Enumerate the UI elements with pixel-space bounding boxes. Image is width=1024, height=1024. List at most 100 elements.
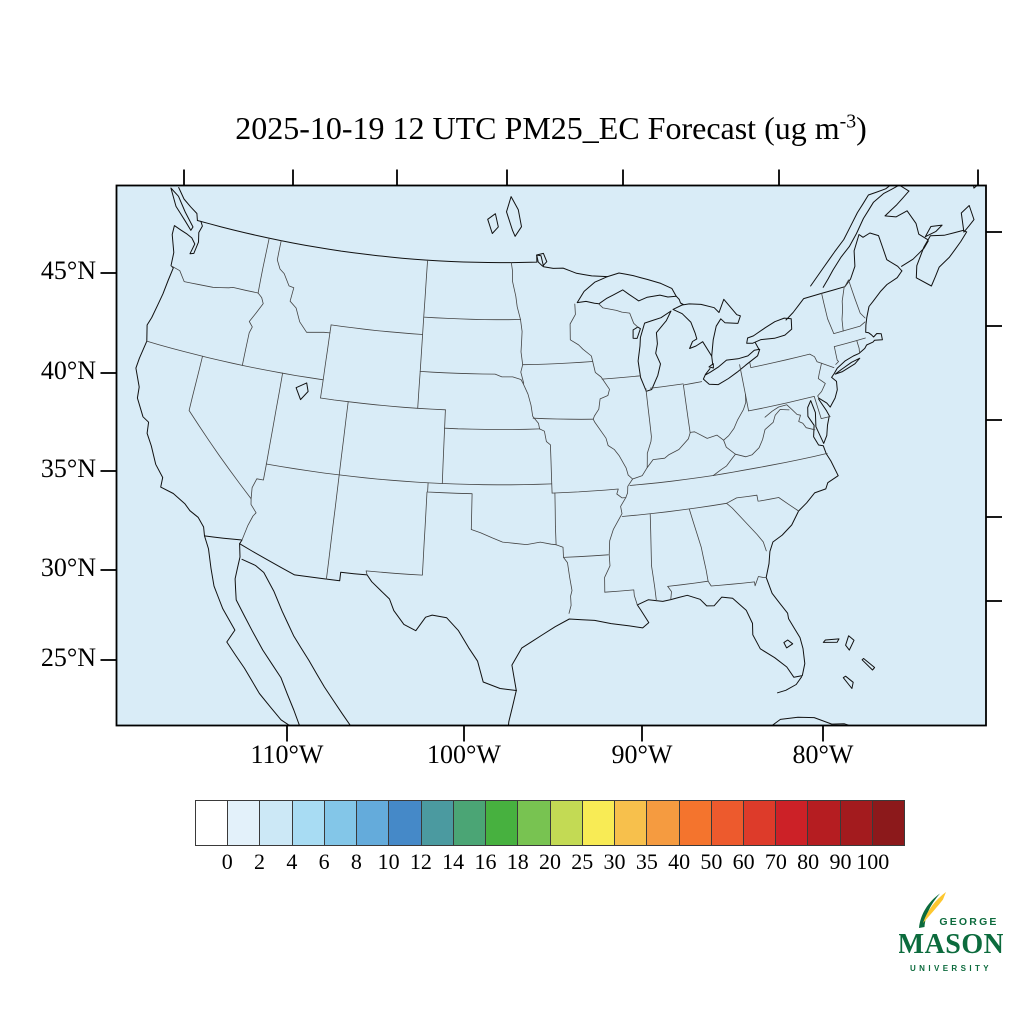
coastline-path: [822, 638, 840, 643]
colorbar-tick-label: 16: [474, 849, 497, 874]
plot-title-text: 2025-10-19 12 UTC PM25_EC Forecast (ug m: [235, 110, 840, 146]
state-border-path: [833, 321, 866, 334]
coastline-path: [506, 196, 522, 237]
colorbar-tick-label: 8: [350, 849, 362, 874]
state-border-path: [326, 474, 340, 580]
state-border-path: [683, 381, 703, 386]
colorbar-cell: [871, 800, 906, 846]
state-border-path: [338, 401, 349, 476]
coastline-path: [702, 348, 761, 386]
coastline-path: [711, 355, 714, 364]
state-border-path: [739, 364, 749, 412]
axis-tick-marks: [100, 169, 1002, 742]
state-border-path: [470, 529, 557, 546]
state-border-path: [764, 404, 816, 431]
colorbar-tick-label: 4: [286, 849, 298, 874]
colorbar-tick-label: 30: [603, 849, 626, 874]
coastline-path: [915, 229, 968, 287]
lat-axis-label: 30°N: [40, 553, 96, 582]
state-border-path: [266, 372, 283, 465]
coastline-path: [637, 310, 672, 392]
state-border-path: [329, 324, 332, 334]
colorbar-cell: [323, 800, 358, 846]
colorbar-tick-label: 2: [254, 849, 266, 874]
state-border-path: [601, 375, 642, 380]
coastline-path: [834, 357, 861, 375]
state-border-path: [510, 262, 521, 320]
state-border-path: [841, 286, 845, 332]
state-border-path: [713, 439, 736, 476]
coastline-path: [861, 658, 876, 671]
state-border-path: [520, 364, 525, 384]
coastline-path: [845, 635, 855, 651]
state-border-path: [667, 580, 709, 587]
state-border-path: [444, 409, 446, 429]
state-border-path: [569, 303, 594, 362]
state-border-path: [821, 293, 835, 334]
coastline-path: [487, 213, 499, 234]
colorbar-cell: [807, 800, 841, 846]
coastline-path: [632, 326, 641, 339]
state-border-path: [667, 586, 672, 600]
state-border-path: [250, 463, 267, 500]
coastline-path: [204, 535, 517, 691]
colorbar-cell: [227, 800, 261, 846]
colorbar-tick-label: 60: [732, 849, 755, 874]
state-border-path: [563, 554, 609, 558]
colorbar-tick-label: 0: [221, 849, 233, 874]
logo-flame-icon: [923, 892, 946, 923]
lat-axis-label: 40°N: [40, 356, 96, 385]
lat-axis-label: 25°N: [40, 643, 96, 672]
state-border-path: [821, 362, 835, 368]
coastline-path: [241, 558, 352, 726]
map-frame: [115, 184, 987, 727]
plot-title-exponent: -3: [839, 110, 857, 133]
coastline-path: [746, 317, 793, 344]
colorbar-tick-label: 50: [700, 849, 723, 874]
state-border-path: [632, 393, 747, 480]
colorbar-cell: [517, 800, 551, 846]
state-border-path: [427, 482, 473, 530]
george-mason-university-logo: GEORGE MASON UNIVERSITY: [899, 892, 1003, 973]
state-border-path: [520, 319, 524, 366]
colorbar-cell: [259, 800, 293, 846]
state-border-path: [320, 397, 446, 411]
state-border-path: [532, 417, 594, 420]
state-border-path: [539, 428, 553, 494]
state-border-path: [713, 453, 828, 476]
state-borders-layer: [146, 237, 866, 614]
colorbar-cell: [742, 800, 777, 846]
colorbar-cell: [549, 800, 583, 846]
coastline-path: [924, 224, 943, 238]
plot-title-close: ): [856, 110, 867, 146]
colorbar-tick-label: 20: [539, 849, 561, 874]
state-border-path: [856, 340, 860, 354]
logo-george-text: GEORGE: [939, 916, 998, 928]
state-border-path: [645, 388, 652, 468]
state-border-path: [365, 491, 428, 576]
coastline-path: [777, 676, 803, 694]
colorbar-cell: [839, 800, 873, 846]
lat-axis-label: 35°N: [40, 454, 96, 483]
colorbar-cell: [356, 800, 390, 846]
state-border-path: [241, 498, 257, 541]
coastlines-layer: [135, 185, 978, 726]
colorbar-cell: [388, 800, 422, 846]
state-border-path: [241, 292, 264, 366]
logo-leaf-icon: [919, 893, 940, 928]
colorbar-cell: [291, 800, 325, 846]
coastline-path: [901, 240, 929, 267]
state-border-path: [621, 502, 727, 517]
state-border-path: [726, 502, 767, 552]
logo-mason-text: MASON: [899, 929, 1003, 960]
lon-axis-label: 80°W: [792, 740, 854, 769]
colorbar-cell: [678, 800, 712, 846]
state-border-path: [188, 355, 252, 500]
coastline-path: [536, 252, 548, 267]
coastline-path: [178, 187, 198, 221]
lat-axis-label: 45°N: [40, 256, 96, 285]
state-border-path: [749, 353, 826, 399]
logo-university-text: UNIVERSITY: [910, 964, 992, 973]
coastline-path: [511, 270, 903, 691]
